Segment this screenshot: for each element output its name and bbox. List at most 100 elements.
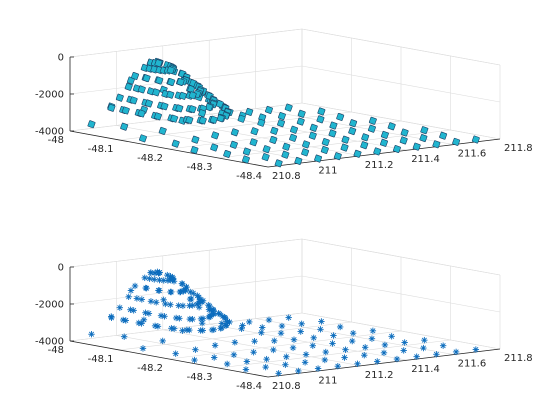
data-point-square [198,109,207,118]
z-tick-label: -4000 [35,337,64,348]
x-tick-label: 211.6 [458,149,487,160]
data-point-asterisk [141,274,148,282]
data-point-square [265,105,273,114]
data-point-asterisk [199,327,206,334]
data-point-square [340,143,349,152]
data-point-asterisk [131,282,139,290]
data-point-asterisk [238,325,245,332]
data-point-square [432,140,441,149]
data-point-asterisk [381,341,389,349]
y-tick-label: -48.1 [88,144,114,155]
data-point-asterisk [147,298,155,305]
data-point-asterisk [138,296,146,303]
data-point-square [175,104,184,113]
z-tick-label: -2000 [35,300,64,311]
data-point-square [336,112,345,121]
tick-labels: 0 -2000 -4000-48 -48.1 -48.2 -48.3 -48.4 210.8 2… [35,263,533,393]
x-tick-label: 211 [318,165,337,176]
data-point-asterisk [271,337,278,345]
data-point-asterisk [342,346,349,353]
data-point-square [144,99,153,108]
tick-labels: 0 -2000 -4000-48 -48.1 -48.2 -48.3 -48.4 210.8 2… [35,53,533,183]
data-point-square [380,130,389,139]
data-point-square [419,134,428,143]
data-point-square [237,114,246,123]
data-point-square [368,116,377,125]
data-point-square [302,140,311,149]
data-point-asterisk [143,284,150,292]
data-point-square [87,120,96,129]
data-point-square [281,150,290,159]
x-tick-label: 211.2 [365,160,394,171]
data-point-asterisk [156,287,163,294]
data-point-asterisk [121,333,128,340]
x-tick-label: 211.6 [458,359,487,370]
data-point-square [262,145,271,154]
y-axis-line [69,340,269,378]
data-point-asterisk [298,320,305,328]
data-point-square [121,106,130,115]
data-point-asterisk [301,359,309,366]
data-point-asterisk [388,333,395,340]
data-point-asterisk [362,344,369,351]
data-point-asterisk [88,331,95,338]
data-point-asterisk [167,301,174,308]
data-point-square [349,119,358,128]
data-point-asterisk [263,355,270,363]
data-point-asterisk [140,316,148,323]
data-point-asterisk [400,347,407,354]
data-point-asterisk [354,360,361,367]
data-point-asterisk [275,370,282,377]
data-point-square [167,78,176,86]
data-point-asterisk [205,313,213,321]
data-point-square [176,77,185,86]
data-point-asterisk [146,275,153,282]
data-point-asterisk [189,302,196,309]
data-point-square [380,138,388,147]
data-point-asterisk [368,335,376,342]
data-point-square [439,131,448,140]
data-point-asterisk [285,314,292,321]
data-point-asterisk [192,346,199,353]
data-point-square [216,114,225,123]
y-tick-label: -48 [48,135,64,146]
data-point-asterisk [302,351,310,358]
data-point-square [452,137,461,146]
data-point-square [289,133,298,142]
data-point-square [152,88,161,97]
data-point-square [120,122,129,131]
data-point-square [142,74,151,83]
data-point-asterisk [282,361,289,368]
data-point-asterisk [175,302,182,309]
data-point-square [137,85,146,94]
data-point-asterisk [127,287,135,294]
data-point-asterisk [198,320,206,327]
data-point-asterisk [472,346,480,353]
data-point-square [348,127,357,136]
x-tick-label: 211.4 [411,154,440,165]
data-point-square [321,138,330,147]
data-point-asterisk [179,280,186,288]
data-point-asterisk [147,269,155,276]
data-point-square [185,116,194,125]
data-point-square [257,118,266,127]
data-point-asterisk [230,351,238,359]
data-point-square [137,109,146,118]
data-point-asterisk [277,329,285,337]
data-point-asterisk [210,326,217,333]
data-point-asterisk [172,350,179,357]
data-point-asterisk [239,322,246,329]
data-point-square [270,126,279,135]
data-point-asterisk [309,342,316,349]
data-point-square [284,103,293,112]
data-point-asterisk [160,277,167,284]
data-point-asterisk [349,337,356,345]
data-point-square [160,102,169,111]
data-point-square [360,141,369,150]
y-tick-label: -48.2 [137,153,163,164]
data-point-square [124,82,133,91]
data-point-square [367,124,376,133]
x-axis-line [267,348,501,378]
data-point-square [171,139,180,148]
y-tick-label: -48.3 [187,162,213,173]
